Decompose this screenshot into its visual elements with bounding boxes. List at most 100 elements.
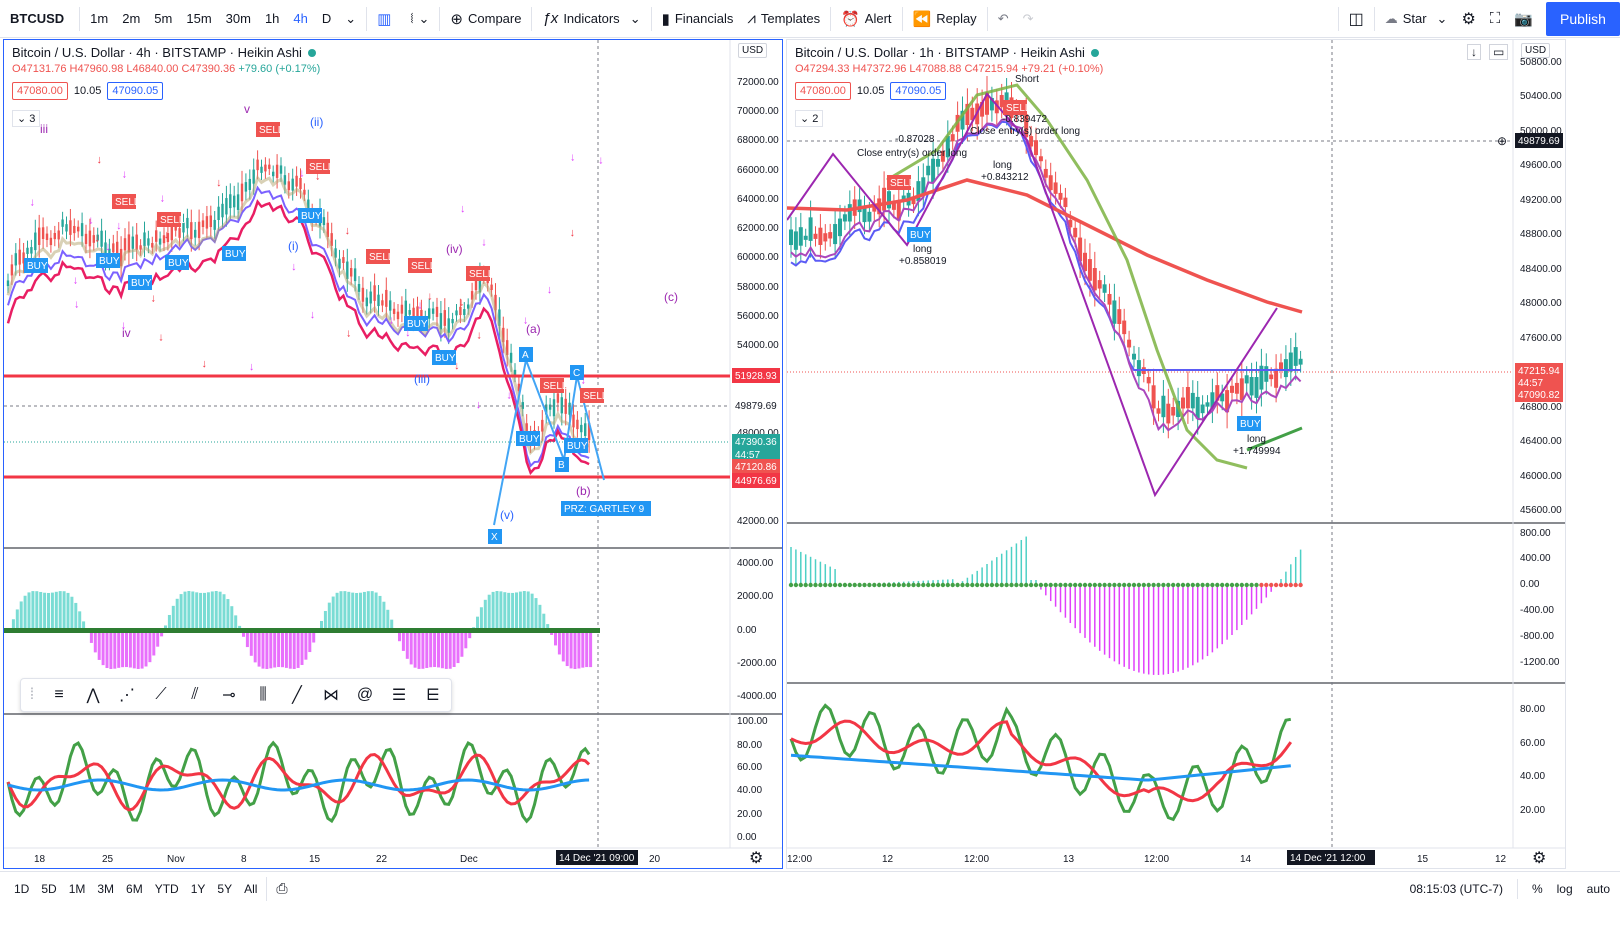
time-tick: 12:00 <box>964 854 989 865</box>
candle-body <box>1117 309 1122 324</box>
interval-d[interactable]: D <box>321 11 332 26</box>
fib-retracement-icon[interactable]: ☰ <box>391 687 407 704</box>
time-cursor-label: 14 Dec '21 09:00 <box>559 853 635 864</box>
alarm-icon: ⏰ <box>841 10 860 28</box>
goto-date-button[interactable]: ⎙ <box>270 880 293 897</box>
horizontal-lines-icon[interactable]: ≡ <box>54 686 64 703</box>
fib-extension-icon[interactable]: ⋿ <box>426 687 440 704</box>
range-5y[interactable]: 5Y <box>217 881 233 896</box>
candle-body <box>911 196 916 205</box>
alert-button[interactable]: ⏰ Alert <box>834 0 898 38</box>
candle-body <box>916 181 921 202</box>
interval-dropdown[interactable]: ⌄ <box>338 0 363 38</box>
publish-button[interactable]: Publish <box>1546 2 1620 36</box>
osc-bar <box>105 630 109 669</box>
interval-2m[interactable]: 2m <box>122 11 141 26</box>
financials-button[interactable]: ▮ Financials <box>655 0 741 38</box>
fib-spiral-icon[interactable]: @ <box>356 686 374 703</box>
compare-button[interactable]: ⊕ Compare <box>443 0 528 38</box>
redo-button[interactable]: ↷ <box>1016 0 1041 38</box>
interval-1m[interactable]: 1m <box>90 11 109 26</box>
snapshot-button[interactable]: 📷 <box>1507 0 1540 38</box>
currency-selector[interactable]: USD <box>738 43 768 58</box>
range-6m[interactable]: 6M <box>126 881 143 896</box>
sell-price-button[interactable]: 47080.00 <box>795 82 851 100</box>
range-1m[interactable]: 1M <box>68 881 86 896</box>
osc-bar <box>433 630 437 668</box>
range-1y[interactable]: 1Y <box>190 881 206 896</box>
layout-button[interactable]: ◫ <box>1342 0 1371 38</box>
osc-bar <box>515 592 518 630</box>
pitchfork-icon[interactable]: ⫼ <box>259 686 267 703</box>
range-all[interactable]: All <box>244 881 258 896</box>
currency-selector[interactable]: USD <box>1521 43 1551 58</box>
candle-body <box>1200 404 1205 414</box>
interval-1h[interactable]: 1h <box>264 11 280 26</box>
replay-button[interactable]: ⏪ Replay <box>906 0 984 38</box>
sell-signal-tag-bg <box>256 122 280 137</box>
interval-4h[interactable]: 4h <box>293 11 308 26</box>
auto-toggle[interactable]: auto <box>1586 882 1610 896</box>
osc-dot <box>1215 582 1220 588</box>
buy-signal-tag-bg <box>96 253 120 268</box>
trend-line-icon[interactable]: ╱ <box>292 687 302 704</box>
xabcd-pattern-icon[interactable]: ⋈ <box>323 687 339 704</box>
range-ytd[interactable]: YTD <box>154 881 179 896</box>
clock[interactable]: 08:15:03 (UTC-7) <box>1409 882 1503 896</box>
drag-handle-icon[interactable]: ⁞ <box>29 686 35 703</box>
symbol-search[interactable]: BTCUSD <box>10 11 65 26</box>
indicators-button[interactable]: ƒx Indicators ⌄ <box>535 0 647 38</box>
buy-price-button[interactable]: 47090.05 <box>890 82 947 100</box>
indicators-collapse-toggle[interactable]: ⌄ 3 <box>12 110 41 127</box>
scroll-down-button[interactable]: ↓ <box>1467 44 1481 60</box>
fullscreen-button[interactable]: ⛶ <box>1483 0 1508 38</box>
candle-body <box>1185 386 1190 409</box>
osc-bar <box>343 591 347 630</box>
candle-style-button[interactable]: ⧙ ⌄ <box>403 0 436 38</box>
templates-button[interactable]: ⩘ Templates <box>740 0 827 38</box>
candle-body <box>847 204 852 222</box>
range-5d[interactable]: 5D <box>41 881 57 896</box>
chart-settings-gear-icon[interactable]: ⚙ <box>749 850 764 867</box>
range-3m[interactable]: 3M <box>97 881 115 896</box>
sell-price-button[interactable]: 47080.00 <box>12 82 68 100</box>
chart-settings-gear-icon[interactable]: ⚙ <box>1532 850 1547 867</box>
interval-15m[interactable]: 15m <box>186 11 212 26</box>
interval-30m[interactable]: 30m <box>225 11 251 26</box>
candle-body <box>921 177 926 196</box>
price-tick: 49200.00 <box>1520 195 1562 206</box>
maximize-pane-button[interactable]: ▭ <box>1489 44 1509 60</box>
log-toggle[interactable]: log <box>1556 882 1573 896</box>
osc-bar <box>175 598 179 630</box>
candle-body <box>392 308 396 314</box>
left-chart-title: Bitcoin / U.S. Dollar · 4h · BITSTAMP · … <box>12 45 316 60</box>
bar-style-button[interactable]: ▥ <box>370 0 403 38</box>
candle-body <box>53 232 56 240</box>
right-chart-pane[interactable]: 50800.00 50400.00 50000.00 49600.00 49200.00… <box>786 39 1566 869</box>
osc-dot <box>1278 582 1284 588</box>
right-chart-canvas[interactable]: 50800.00 50400.00 50000.00 49600.00 49200.00… <box>787 40 1566 869</box>
buy-price-button[interactable]: 47090.05 <box>107 82 164 100</box>
signal-arrow: ↓ <box>427 291 433 303</box>
abcd-pattern-icon[interactable]: ⋀ <box>86 687 100 704</box>
horizontal-ray-icon[interactable]: ⊸ <box>222 687 236 704</box>
elliott-wave-icon[interactable]: ⋰ <box>119 687 135 704</box>
left-chart-pane[interactable]: 72000.00 70000.00 68000.00 66000.00 64000.00… <box>3 39 783 869</box>
candle-body <box>1102 284 1107 293</box>
osc-dot <box>828 582 833 588</box>
interval-5m[interactable]: 5m <box>154 11 173 26</box>
path-icon[interactable]: ⟋ <box>155 686 167 703</box>
channel-icon[interactable]: ⫽ <box>191 686 199 703</box>
undo-button[interactable]: ↶ <box>991 0 1016 38</box>
candle-body <box>431 308 435 314</box>
indicators-collapse-toggle[interactable]: ⌄ 2 <box>795 110 824 127</box>
sell-signal-tag-bg <box>1003 100 1027 115</box>
settings-button[interactable]: ⚙ <box>1454 0 1482 38</box>
percent-toggle[interactable]: % <box>1531 882 1543 896</box>
layout-name-button[interactable]: ☁ Star ⌄ <box>1378 0 1455 38</box>
osc-bar <box>507 592 511 630</box>
time-tick: 14 <box>1240 854 1252 865</box>
range-1d[interactable]: 1D <box>14 881 30 896</box>
left-chart-canvas[interactable]: 72000.00 70000.00 68000.00 66000.00 64000.00… <box>4 40 783 869</box>
candle-body <box>307 199 310 212</box>
